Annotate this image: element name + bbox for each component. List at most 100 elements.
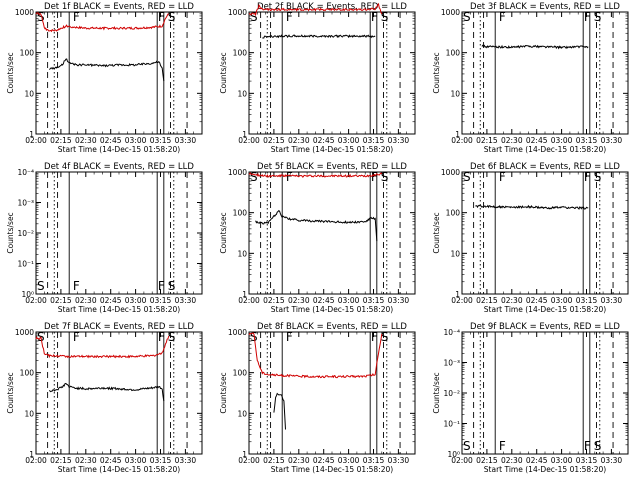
y-tick-label: 100 [446,209,461,218]
y-tick-label: 1000 [228,328,247,337]
interval-marker-label: F [286,10,293,24]
interval-marker-label: S [594,439,602,453]
y-tick-label: 10⁻⁴ [443,328,460,337]
x-tick-label: 03:30 [175,456,197,465]
plot-frame [248,331,416,455]
chart-panel-4: Det 4f BLACK = Events, RED = LLD 10⁰ 10⁻¹ 1… [6,162,203,314]
chart-title: Det 9f BLACK = Events, RED = LLD [470,322,620,332]
y-tick-label: 1 [455,130,460,139]
x-tick-label: 02:45 [313,296,335,305]
x-tick-label: 03:30 [601,296,623,305]
lld-series-line [35,335,170,359]
x-tick-label: 03:30 [601,456,623,465]
x-tick-label: 03:00 [338,136,360,145]
y-tick-label: 10 [450,249,460,258]
x-tick-label: 02:00 [238,456,260,465]
y-axis-label: Counts/sec [6,52,15,93]
chart-panel-1: Det 1f BLACK = Events, RED = LLD 1 10 100 10… [6,2,203,154]
interval-marker-label: S [37,279,45,293]
x-tick-label: 02:15 [476,296,498,305]
x-tick-label: 02:00 [238,296,260,305]
interval-marker-label: S [250,330,258,344]
x-tick-label: 03:15 [150,296,172,305]
lld-series-line [248,2,383,17]
chart-title: Det 7f BLACK = Events, RED = LLD [44,322,194,332]
interval-marker-label: S [381,170,389,184]
chart-title: Det 3f BLACK = Events, RED = LLD [470,2,620,12]
chart-title: Det 8f BLACK = Events, RED = LLD [257,322,407,332]
x-tick-label: 03:30 [388,456,410,465]
interval-marker-label: F [286,170,293,184]
events-series-line [49,58,165,82]
interval-marker-label: S [250,170,258,184]
plot-frame [461,11,629,135]
interval-marker-label: F [371,330,378,344]
y-axis-label: Counts/sec [432,372,441,413]
x-tick-label: 02:15 [476,136,498,145]
interval-marker-label: F [158,10,165,24]
interval-marker-label: F [73,10,80,24]
x-tick-label: 02:45 [313,456,335,465]
events-series-line [262,34,376,39]
interval-marker-label: F [73,279,80,293]
chart-panel-9: Det 9f BLACK = Events, RED = LLD 10⁰ 10⁻¹ 1… [432,322,629,474]
events-series-line [475,204,589,210]
interval-marker-label: F [158,330,165,344]
x-axis-label: Start Time (14-Dec-15 01:58:20) [58,145,180,154]
chart-panel-6: Det 6f BLACK = Events, RED = LLD 1 10 100 10… [432,162,629,314]
interval-marker-label: F [158,279,165,293]
interval-marker-label: F [499,10,506,24]
x-axis-label: Start Time (14-Dec-15 01:58:20) [271,305,393,314]
interval-marker-label: F [499,439,506,453]
x-tick-label: 02:45 [100,456,122,465]
x-axis-label: Start Time (14-Dec-15 01:58:20) [484,305,606,314]
y-axis-label: Counts/sec [6,212,15,253]
x-tick-label: 02:00 [25,296,47,305]
x-tick-label: 02:45 [100,136,122,145]
plot-frame [461,171,629,295]
x-tick-label: 03:15 [150,136,172,145]
interval-marker-label: F [499,170,506,184]
chart-title: Det 1f BLACK = Events, RED = LLD [44,2,194,12]
events-series-line [255,209,378,242]
interval-marker-label: F [584,439,591,453]
x-tick-label: 02:15 [476,456,498,465]
y-tick-label: 100 [233,49,248,58]
y-tick-label: 10 [450,89,460,98]
interval-marker-label: F [73,330,80,344]
x-axis-label: Start Time (14-Dec-15 01:58:20) [58,465,180,474]
y-tick-label: 10⁻³ [17,199,34,208]
y-tick-label: 100 [20,369,35,378]
chart-panel-2: Det 2f BLACK = Events, RED = LLD 1 10 100 10… [219,2,416,154]
interval-marker-label: S [168,10,176,24]
x-tick-label: 02:15 [50,456,72,465]
interval-marker-label: S [463,10,471,24]
y-tick-label: 1 [29,450,34,459]
y-tick-label: 1 [242,130,247,139]
interval-marker-label: S [594,170,602,184]
x-tick-label: 02:15 [263,456,285,465]
x-tick-label: 02:30 [501,296,523,305]
chart-title: Det 6f BLACK = Events, RED = LLD [470,162,620,172]
events-series-line [48,382,165,402]
chart-panel-7: Det 7f BLACK = Events, RED = LLD 1 10 100 10… [6,322,203,474]
y-tick-label: 10⁻³ [443,359,460,368]
interval-marker-label: F [371,170,378,184]
x-tick-label: 02:30 [501,456,523,465]
interval-marker-label: F [371,10,378,24]
plot-frame [461,331,629,455]
y-tick-label: 10 [237,89,247,98]
y-tick-label: 1000 [441,168,460,177]
interval-marker-label: S [594,10,602,24]
y-tick-label: 10 [237,249,247,258]
interval-marker-label: S [381,10,389,24]
y-tick-label: 10⁻¹ [17,260,34,269]
interval-marker-label: F [286,330,293,344]
x-tick-label: 02:15 [263,296,285,305]
chart-panel-5: Det 5f BLACK = Events, RED = LLD 1 10 100 10… [219,162,416,314]
y-axis-label: Counts/sec [219,372,228,413]
x-tick-label: 02:15 [263,136,285,145]
y-tick-label: 1000 [228,168,247,177]
x-tick-label: 03:00 [338,296,360,305]
lld-series-line [35,12,169,33]
